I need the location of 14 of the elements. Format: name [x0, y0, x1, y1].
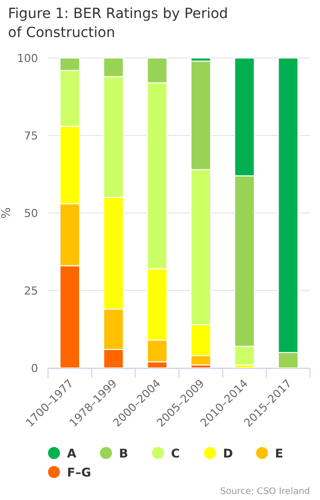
y-tick-label: 100 — [17, 52, 38, 65]
legend-label: C — [171, 446, 180, 460]
legend-label: A — [67, 446, 77, 460]
y-tick-label: 50 — [24, 207, 38, 220]
legend-label: D — [223, 446, 233, 460]
legend-label: F–G — [67, 466, 92, 480]
y-tick-label: 25 — [24, 284, 38, 298]
y-tick-label: 75 — [24, 130, 38, 142]
chart-title: Figure 1: BER Ratings by Period of Construction — [8, 6, 228, 41]
source-note: Source: CSO Ireland — [220, 487, 310, 497]
y-tick-label: 0 — [31, 362, 38, 375]
y-axis-title: % — [0, 207, 13, 219]
legend-label: B — [119, 446, 128, 460]
legend-label: E — [275, 446, 284, 460]
